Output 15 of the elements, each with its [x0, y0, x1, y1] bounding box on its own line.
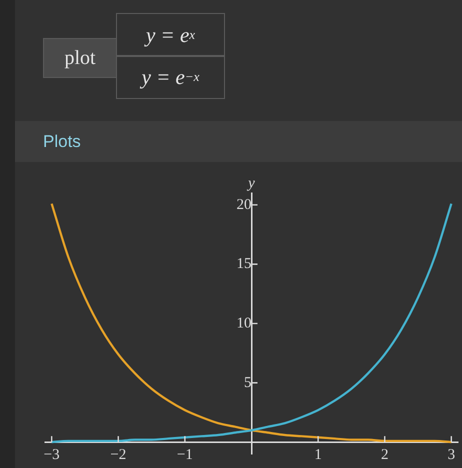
- x-tick-label: −3: [44, 447, 60, 464]
- x-tick-label: −2: [110, 447, 126, 464]
- text: y = e$^{x}$: [116, 13, 225, 57]
- x-tick-label: 2: [380, 447, 388, 464]
- x-tick-label: 1: [314, 447, 322, 464]
- x-tick-label: −1: [176, 447, 193, 464]
- chart-title: Plots: [15, 121, 462, 162]
- x-tick-label: 3: [448, 447, 456, 464]
- text: y = e$^{−x}$: [116, 55, 225, 99]
- y-axis-title: y: [246, 175, 256, 192]
- y-tick-label: 15: [236, 256, 252, 272]
- y-tick-label: 20: [236, 196, 252, 213]
- y-tick-label: 5: [244, 374, 252, 391]
- text: plot: [43, 38, 117, 78]
- y-tick-label: 10: [236, 315, 252, 332]
